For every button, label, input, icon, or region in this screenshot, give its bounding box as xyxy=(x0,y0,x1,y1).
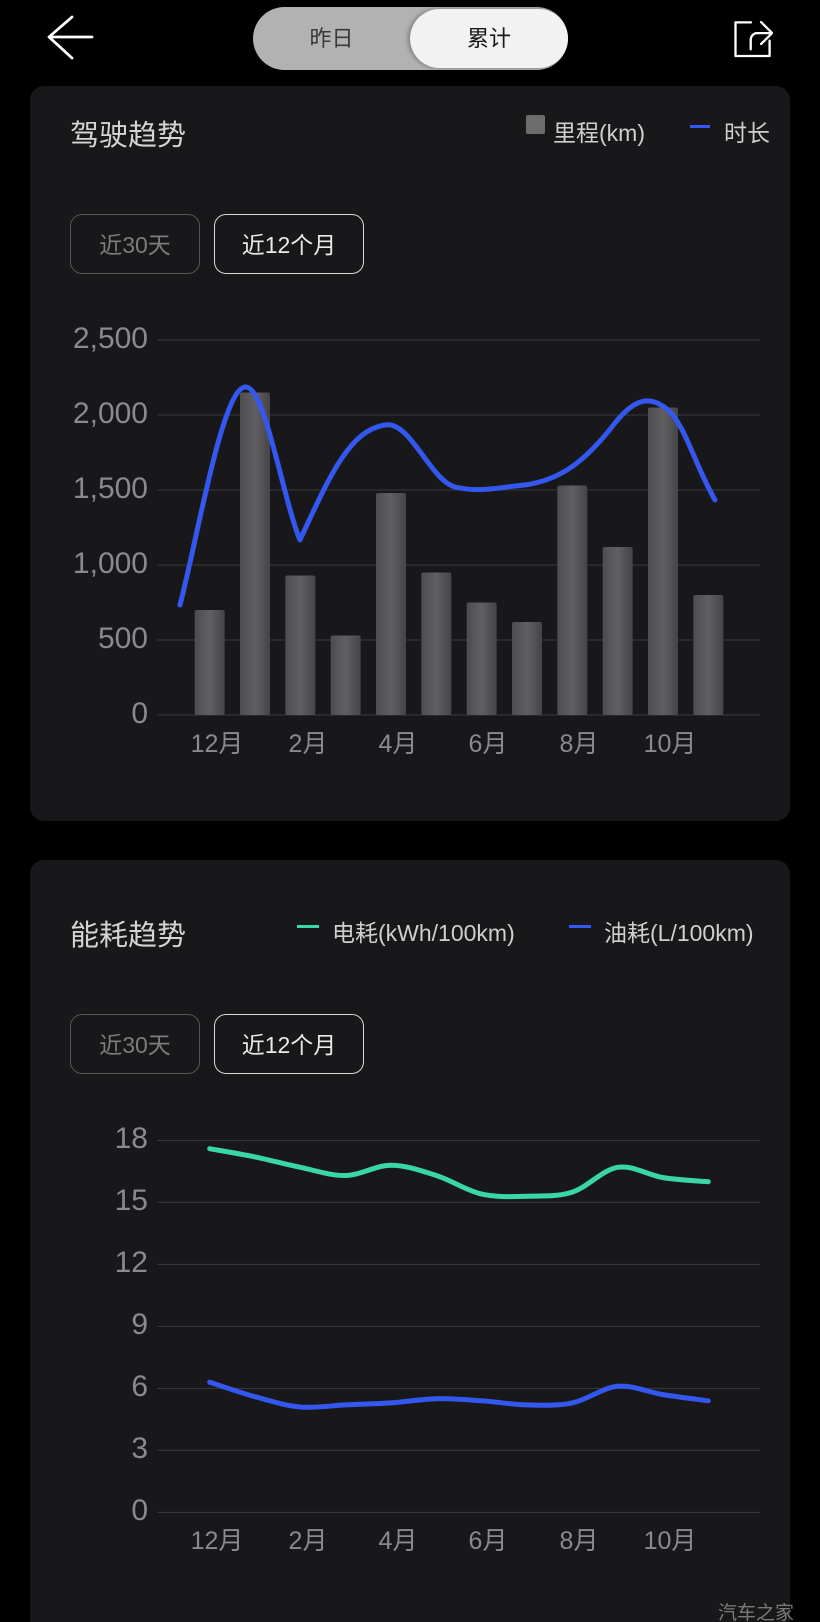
svg-text:12: 12 xyxy=(115,1246,148,1279)
svg-text:8月: 8月 xyxy=(560,730,599,758)
svg-text:6月: 6月 xyxy=(469,730,508,758)
svg-text:15: 15 xyxy=(115,1184,148,1217)
svg-text:0: 0 xyxy=(131,1494,148,1527)
svg-text:500: 500 xyxy=(98,622,148,655)
svg-text:9: 9 xyxy=(131,1308,148,1341)
svg-text:10月: 10月 xyxy=(644,730,697,758)
svg-text:4月: 4月 xyxy=(379,1527,418,1555)
svg-text:8月: 8月 xyxy=(560,1527,599,1555)
svg-text:6月: 6月 xyxy=(469,1527,508,1555)
svg-text:2月: 2月 xyxy=(289,1527,328,1555)
svg-text:2,000: 2,000 xyxy=(73,397,148,430)
svg-text:1,500: 1,500 xyxy=(73,472,148,505)
svg-text:10月: 10月 xyxy=(644,1527,697,1555)
svg-text:3: 3 xyxy=(131,1432,148,1465)
svg-text:1,000: 1,000 xyxy=(73,547,148,580)
svg-text:0: 0 xyxy=(131,697,148,730)
svg-text:2,500: 2,500 xyxy=(73,322,148,355)
svg-text:6: 6 xyxy=(131,1370,148,1403)
svg-text:4月: 4月 xyxy=(379,730,418,758)
svg-text:18: 18 xyxy=(115,1122,148,1155)
svg-text:2月: 2月 xyxy=(289,730,328,758)
svg-text:12月: 12月 xyxy=(191,730,244,758)
svg-text:12月: 12月 xyxy=(191,1527,244,1555)
